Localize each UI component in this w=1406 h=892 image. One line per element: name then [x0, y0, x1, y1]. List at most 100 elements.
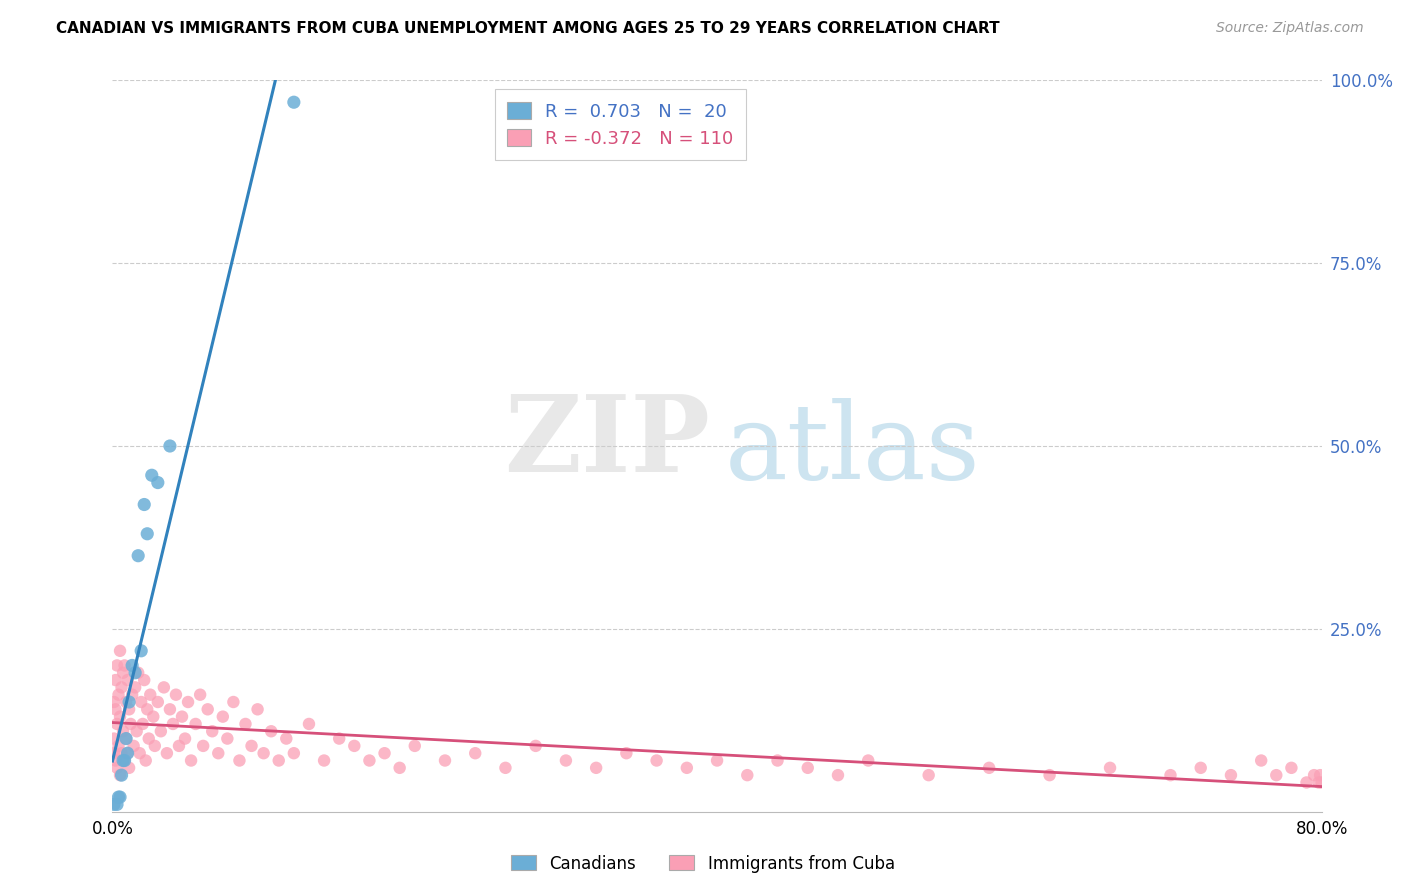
Point — [1310, 775, 1333, 789]
Point — [134, 673, 156, 687]
Point — [115, 695, 138, 709]
Point — [159, 439, 181, 453]
Point — [136, 702, 159, 716]
Point — [737, 768, 759, 782]
Point — [404, 739, 426, 753]
Text: ZIP: ZIP — [503, 391, 710, 494]
Point — [1159, 768, 1181, 782]
Point — [104, 754, 127, 768]
Point — [283, 746, 305, 760]
Point — [129, 644, 152, 658]
Point — [184, 717, 207, 731]
Point — [240, 739, 263, 753]
Point — [388, 761, 411, 775]
Point — [165, 688, 187, 702]
Point — [207, 746, 229, 760]
Point — [298, 717, 321, 731]
Point — [156, 746, 179, 760]
Point — [128, 746, 150, 760]
Point — [112, 665, 135, 680]
Point — [135, 754, 157, 768]
Point — [918, 768, 941, 782]
Point — [108, 790, 131, 805]
Point — [343, 739, 366, 753]
Point — [118, 761, 141, 775]
Legend: Canadians, Immigrants from Cuba: Canadians, Immigrants from Cuba — [505, 848, 901, 880]
Point — [134, 498, 156, 512]
Point — [174, 731, 197, 746]
Point — [121, 658, 143, 673]
Point — [827, 768, 849, 782]
Point — [146, 475, 169, 490]
Point — [112, 754, 135, 768]
Point — [1038, 768, 1062, 782]
Point — [107, 688, 129, 702]
Point — [167, 739, 190, 753]
Point — [159, 702, 181, 716]
Point — [201, 724, 224, 739]
Point — [104, 673, 127, 687]
Point — [1295, 775, 1317, 789]
Point — [554, 754, 576, 768]
Point — [141, 468, 163, 483]
Point — [105, 658, 128, 673]
Point — [117, 673, 139, 687]
Point — [1308, 775, 1330, 789]
Point — [170, 709, 193, 723]
Point — [103, 746, 125, 760]
Point — [110, 681, 132, 695]
Point — [495, 761, 517, 775]
Point — [121, 688, 143, 702]
Point — [1309, 768, 1331, 782]
Point — [645, 754, 668, 768]
Point — [374, 746, 396, 760]
Point — [197, 702, 219, 716]
Point — [117, 746, 139, 760]
Point — [107, 790, 129, 805]
Point — [104, 702, 127, 716]
Point — [103, 695, 125, 709]
Point — [977, 761, 1000, 775]
Point — [766, 754, 789, 768]
Point — [114, 754, 136, 768]
Point — [143, 739, 166, 753]
Point — [1303, 768, 1326, 782]
Point — [122, 739, 145, 753]
Point — [108, 709, 131, 723]
Point — [283, 95, 305, 110]
Text: Source: ZipAtlas.com: Source: ZipAtlas.com — [1216, 21, 1364, 35]
Point — [616, 746, 638, 760]
Point — [110, 746, 132, 760]
Point — [105, 797, 128, 812]
Point — [118, 695, 141, 709]
Point — [138, 731, 160, 746]
Point — [136, 526, 159, 541]
Point — [120, 717, 142, 731]
Point — [328, 731, 350, 746]
Point — [127, 549, 149, 563]
Point — [129, 695, 152, 709]
Point — [524, 739, 547, 753]
Point — [211, 709, 233, 723]
Point — [188, 688, 211, 702]
Point — [433, 754, 456, 768]
Point — [103, 731, 125, 746]
Point — [124, 665, 146, 680]
Point — [796, 761, 818, 775]
Point — [706, 754, 728, 768]
Point — [314, 754, 336, 768]
Point — [1250, 754, 1272, 768]
Text: atlas: atlas — [724, 398, 980, 501]
Point — [153, 681, 176, 695]
Point — [108, 644, 131, 658]
Point — [180, 754, 202, 768]
Point — [105, 761, 128, 775]
Point — [177, 695, 200, 709]
Point — [108, 768, 131, 782]
Point — [162, 717, 184, 731]
Point — [103, 797, 125, 812]
Point — [856, 754, 880, 768]
Point — [110, 768, 132, 782]
Point — [253, 746, 276, 760]
Point — [1279, 761, 1302, 775]
